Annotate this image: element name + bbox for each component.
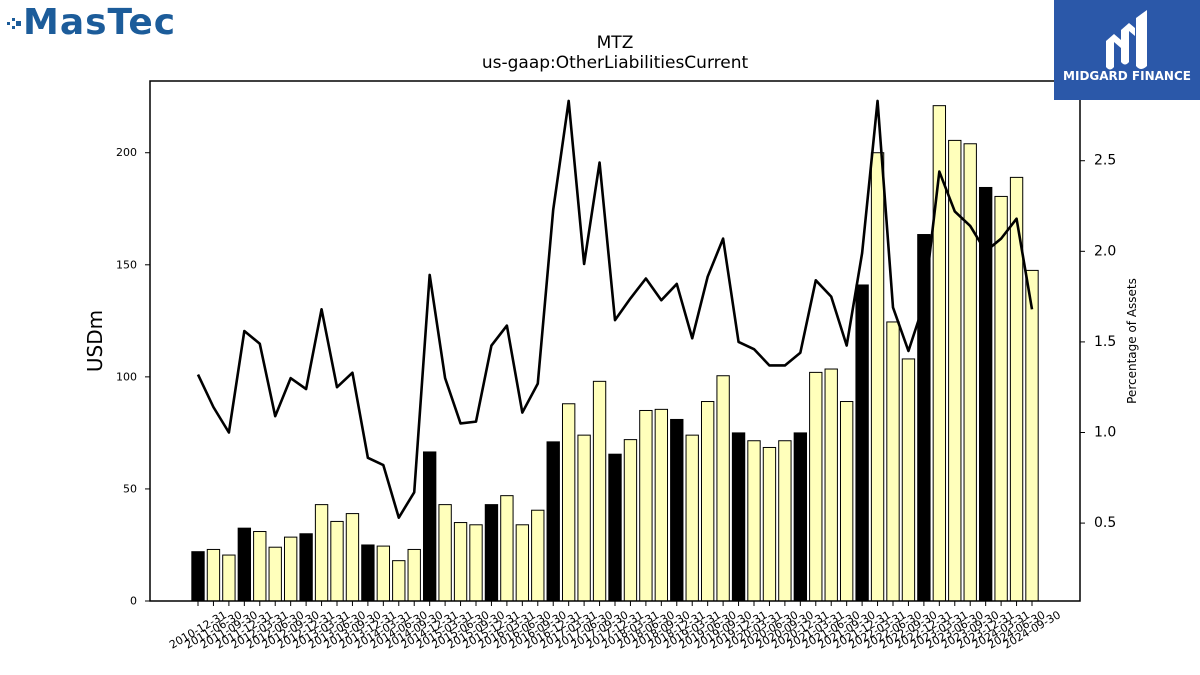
bar xyxy=(747,440,761,602)
bar xyxy=(438,504,452,602)
y-tick-label: 150 xyxy=(116,258,137,271)
mastec-logo: MasTec xyxy=(6,3,176,43)
chart-subtitle: us-gaap:OtherLiabilitiesCurrent xyxy=(482,53,749,73)
bar xyxy=(422,451,437,602)
bar xyxy=(407,548,421,602)
y-tick-label: 50 xyxy=(123,482,137,495)
y-axis-ticks: 0 50 100 150 200 xyxy=(116,146,150,608)
bar xyxy=(654,408,669,602)
bar xyxy=(623,439,638,602)
mastec-mark-icon xyxy=(7,18,21,29)
bar xyxy=(531,509,545,602)
bar xyxy=(716,375,730,602)
bar xyxy=(515,524,530,602)
bar xyxy=(824,368,838,602)
midgard-m-icon xyxy=(1106,10,1147,70)
bar xyxy=(345,513,360,602)
midgard-finance-logo: MIDGARD FINANCE xyxy=(1054,0,1200,100)
bar xyxy=(778,440,792,602)
y-tick-label: 100 xyxy=(116,370,137,383)
y-tick-label: 200 xyxy=(116,146,137,159)
bar xyxy=(283,536,298,602)
bar xyxy=(809,371,823,602)
bar xyxy=(237,527,252,602)
bar xyxy=(670,418,684,602)
y2-tick-label: 1.5 xyxy=(1094,334,1116,350)
bar xyxy=(870,152,885,602)
bar xyxy=(917,234,931,602)
line-series xyxy=(196,99,1034,519)
bar xyxy=(762,446,777,602)
bar xyxy=(700,401,715,602)
bar xyxy=(994,195,1008,602)
y2-axis-ticks: 0.5 1.0 1.5 2.0 2.5 xyxy=(1080,153,1116,531)
bar xyxy=(361,544,375,602)
bar xyxy=(577,434,591,602)
y2-tick-label: 0.5 xyxy=(1094,515,1116,531)
bar xyxy=(453,522,468,602)
midgard-finance-wordmark: MIDGARD FINANCE xyxy=(1063,69,1191,83)
bar xyxy=(206,548,221,602)
bar xyxy=(546,441,560,602)
bar xyxy=(685,434,699,602)
bar xyxy=(330,520,344,602)
y2-tick-label: 2.5 xyxy=(1094,153,1116,169)
bar xyxy=(592,380,607,602)
bar xyxy=(268,546,282,602)
x-axis-ticks: 2010-12-312011-06-302011-09-302011-12-31… xyxy=(167,601,1063,652)
bar xyxy=(561,403,576,602)
bar xyxy=(901,358,916,602)
bar xyxy=(963,143,977,602)
bar xyxy=(608,453,622,602)
bar xyxy=(484,504,499,602)
bar xyxy=(886,321,900,602)
y-axis-label: USDm xyxy=(83,310,107,372)
bar xyxy=(191,551,205,602)
bar xyxy=(639,409,653,602)
bar xyxy=(469,524,483,602)
y2-axis-label: Percentage of Assets xyxy=(1125,278,1139,404)
bar xyxy=(855,284,869,602)
bar xyxy=(731,432,746,602)
bar xyxy=(839,401,854,602)
bar xyxy=(392,560,406,602)
chart-title: MTZ xyxy=(597,33,634,53)
bar xyxy=(500,495,514,602)
bar xyxy=(222,554,236,602)
y-tick-label: 0 xyxy=(130,595,137,608)
y2-tick-label: 1.0 xyxy=(1094,424,1116,440)
bar xyxy=(1025,269,1039,602)
y2-tick-label: 2.0 xyxy=(1094,243,1116,259)
bar xyxy=(253,531,267,602)
mastec-wordmark: MasTec xyxy=(23,2,177,43)
bar xyxy=(314,504,329,602)
bar xyxy=(299,533,313,602)
bar xyxy=(376,545,391,602)
bar xyxy=(793,432,808,602)
percentage-of-assets-line xyxy=(196,99,1034,519)
